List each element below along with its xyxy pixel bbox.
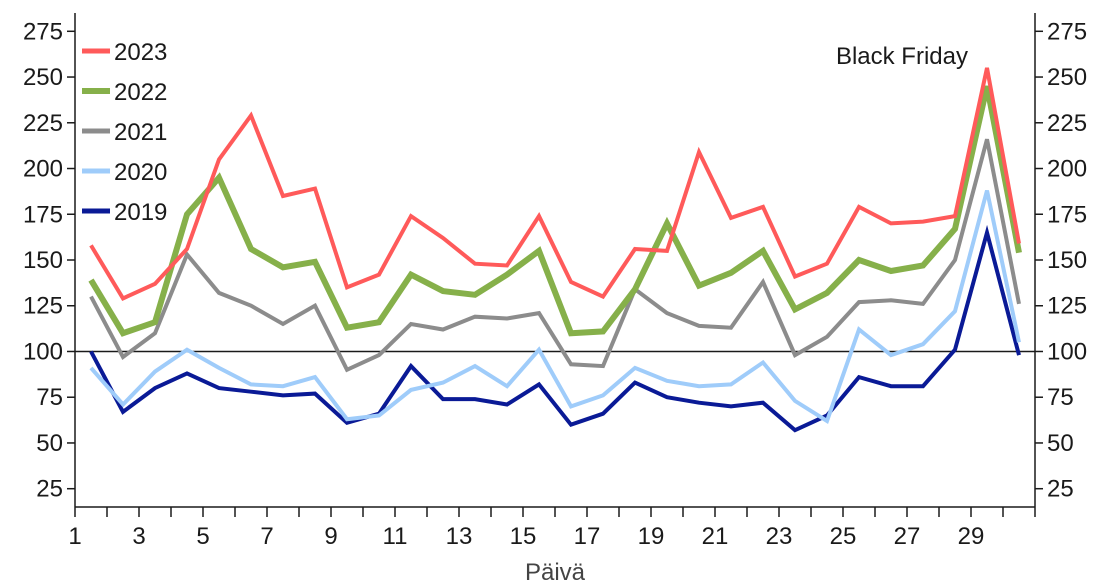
legend-label-2019: 2019 [114,199,167,226]
legend-label-2022: 2022 [114,79,167,106]
y-tick-label-left: 50 [36,430,63,457]
x-tick-label: 27 [894,523,921,550]
x-axis-title: Päivä [525,559,586,584]
y-tick-label-right: 125 [1047,293,1087,320]
y-tick-label-right: 25 [1047,476,1074,503]
y-tick-label-left: 125 [23,293,63,320]
x-tick-label: 7 [260,523,273,550]
y-tick-label-left: 25 [36,476,63,503]
x-tick-label: 3 [132,523,145,550]
series-line-2020 [91,191,1019,422]
black-friday-annotation: Black Friday [836,43,968,70]
y-tick-label-right: 275 [1047,18,1087,45]
x-tick-label: 13 [446,523,473,550]
x-tick-label: 17 [574,523,601,550]
x-tick-label: 25 [830,523,857,550]
y-tick-label-right: 200 [1047,156,1087,183]
y-tick-label-left: 175 [23,201,63,228]
y-tick-label-right: 150 [1047,247,1087,274]
x-tick-label: 15 [510,523,537,550]
y-tick-label-left: 100 [23,338,63,365]
x-tick-label: 19 [638,523,665,550]
x-tick-label: 1 [68,523,81,550]
y-tick-label-right: 250 [1047,64,1087,91]
series-line-2023 [91,68,1019,299]
x-tick-label: 9 [324,523,337,550]
y-tick-label-right: 50 [1047,430,1074,457]
series-line-2021 [91,139,1019,370]
x-tick-label: 5 [196,523,209,550]
axes [67,13,1043,517]
y-tick-label-left: 225 [23,110,63,137]
x-tick-label: 29 [958,523,985,550]
y-tick-label-left: 200 [23,156,63,183]
y-tick-label-left: 75 [36,384,63,411]
y-tick-label-right: 100 [1047,338,1087,365]
y-tick-label-right: 75 [1047,384,1074,411]
x-tick-label: 23 [766,523,793,550]
y-tick-label-right: 225 [1047,110,1087,137]
series-line-2019 [91,233,1019,431]
x-tick-label: 21 [702,523,729,550]
y-tick-label-right: 175 [1047,201,1087,228]
y-tick-label-left: 150 [23,247,63,274]
series-lines [91,68,1019,430]
y-tick-label-left: 250 [23,64,63,91]
legend-label-2023: 2023 [114,39,167,66]
x-tick-label: 11 [383,523,408,550]
legend-label-2020: 2020 [114,159,167,186]
legend-label-2021: 2021 [114,119,167,146]
y-tick-label-left: 275 [23,18,63,45]
legend: 2023 2022 2021 2020 2019 [82,39,167,226]
